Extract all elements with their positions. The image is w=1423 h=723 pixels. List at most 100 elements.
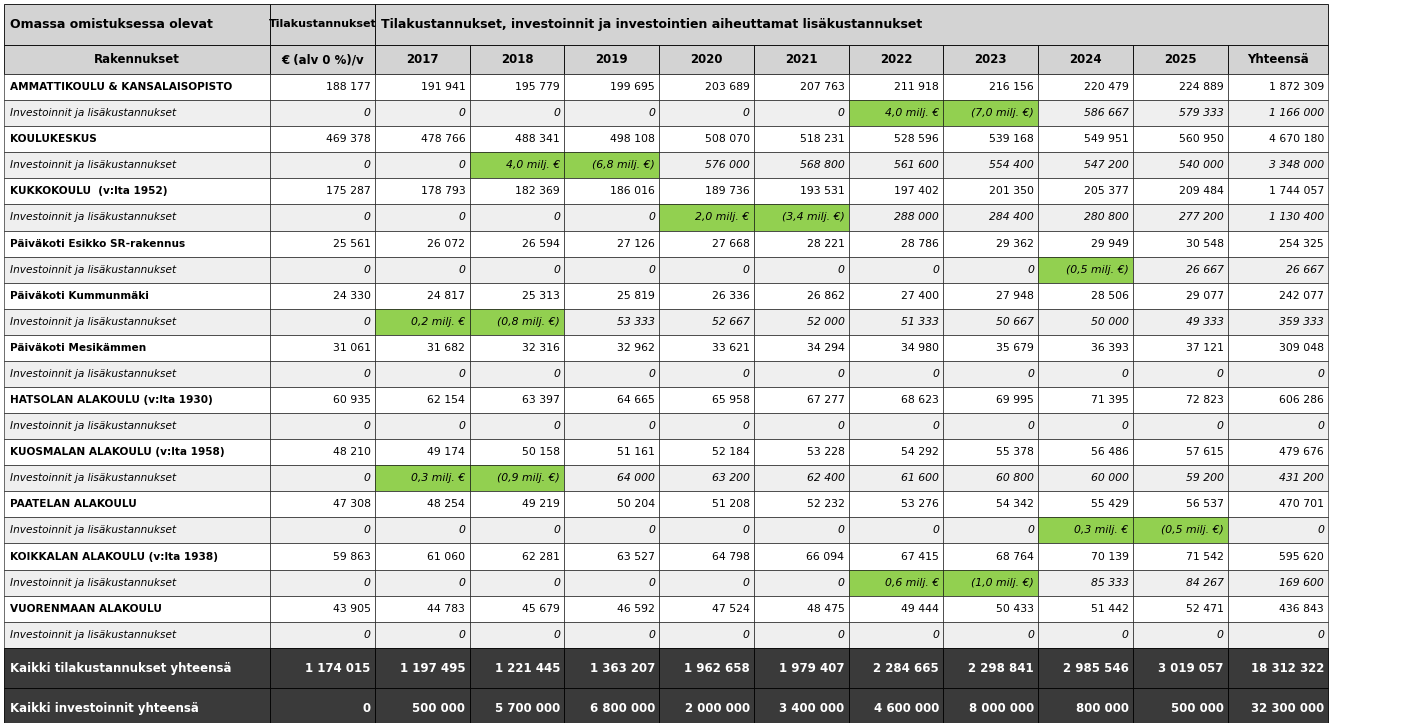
Text: 0: 0 xyxy=(364,578,370,588)
Bar xyxy=(943,205,1039,231)
Bar xyxy=(659,492,754,518)
Text: 26 594: 26 594 xyxy=(522,239,561,249)
Text: 0: 0 xyxy=(364,213,370,223)
Bar xyxy=(470,688,565,723)
Text: 1 962 658: 1 962 658 xyxy=(684,662,750,675)
Text: 0: 0 xyxy=(554,108,561,118)
Bar xyxy=(1133,74,1228,100)
Text: 68 764: 68 764 xyxy=(996,552,1035,562)
Text: Kaikki tilakustannukset yhteensä: Kaikki tilakustannukset yhteensä xyxy=(10,662,232,675)
Bar xyxy=(270,100,374,127)
Bar xyxy=(1039,179,1133,205)
Text: 48 254: 48 254 xyxy=(427,500,465,510)
Text: 500 000: 500 000 xyxy=(1171,702,1224,715)
Bar xyxy=(1039,465,1133,492)
Bar xyxy=(754,570,848,596)
Bar xyxy=(943,309,1039,335)
Text: 500 000: 500 000 xyxy=(413,702,465,715)
Bar xyxy=(943,544,1039,570)
Bar xyxy=(270,518,374,544)
Bar xyxy=(754,74,848,100)
Bar xyxy=(1039,100,1133,127)
Text: 2 000 000: 2 000 000 xyxy=(684,702,750,715)
Bar xyxy=(374,46,470,74)
Text: 203 689: 203 689 xyxy=(704,82,750,92)
Text: 254 325: 254 325 xyxy=(1279,239,1323,249)
Bar xyxy=(374,100,470,127)
Text: 54 292: 54 292 xyxy=(901,448,939,457)
Text: 209 484: 209 484 xyxy=(1178,187,1224,197)
Bar xyxy=(848,596,943,622)
Text: 186 016: 186 016 xyxy=(610,187,655,197)
Bar xyxy=(754,688,848,723)
Bar xyxy=(1133,413,1228,439)
Text: 70 139: 70 139 xyxy=(1091,552,1128,562)
Text: 0: 0 xyxy=(647,213,655,223)
Text: 61 060: 61 060 xyxy=(427,552,465,562)
Text: 27 126: 27 126 xyxy=(618,239,655,249)
Bar xyxy=(1228,596,1328,622)
Bar xyxy=(270,4,374,46)
Bar xyxy=(848,153,943,179)
Bar xyxy=(1228,518,1328,544)
Bar xyxy=(1228,413,1328,439)
Text: 606 286: 606 286 xyxy=(1279,395,1323,405)
Bar xyxy=(1039,309,1133,335)
Bar xyxy=(848,127,943,153)
Text: (0,5 milj. €): (0,5 milj. €) xyxy=(1066,265,1128,275)
Text: 47 308: 47 308 xyxy=(333,500,370,510)
Bar xyxy=(1228,622,1328,648)
Bar xyxy=(270,46,374,74)
Bar xyxy=(1228,361,1328,387)
Text: € (alv 0 %)/v: € (alv 0 %)/v xyxy=(282,54,364,67)
Bar xyxy=(1228,231,1328,257)
Text: 54 342: 54 342 xyxy=(996,500,1035,510)
Text: 51 161: 51 161 xyxy=(618,448,655,457)
Text: 0: 0 xyxy=(647,108,655,118)
Text: 35 679: 35 679 xyxy=(996,343,1035,353)
Text: 1 221 445: 1 221 445 xyxy=(495,662,561,675)
Text: 25 313: 25 313 xyxy=(522,291,561,301)
Bar xyxy=(848,492,943,518)
Bar xyxy=(1133,257,1228,283)
Bar xyxy=(1228,205,1328,231)
Bar xyxy=(374,688,470,723)
Bar xyxy=(270,74,374,100)
Bar xyxy=(848,439,943,465)
Bar xyxy=(565,387,659,413)
Text: 175 287: 175 287 xyxy=(326,187,370,197)
Text: 0: 0 xyxy=(554,369,561,379)
Text: 0: 0 xyxy=(1217,630,1224,640)
Text: 52 667: 52 667 xyxy=(712,317,750,327)
Text: 1 363 207: 1 363 207 xyxy=(589,662,655,675)
Text: 288 000: 288 000 xyxy=(895,213,939,223)
Text: 436 843: 436 843 xyxy=(1279,604,1323,614)
Text: 277 200: 277 200 xyxy=(1178,213,1224,223)
Text: 2017: 2017 xyxy=(406,54,438,67)
Bar xyxy=(470,179,565,205)
Bar xyxy=(1039,46,1133,74)
Bar xyxy=(943,100,1039,127)
Text: 0: 0 xyxy=(458,213,465,223)
Text: 0: 0 xyxy=(458,161,465,171)
Text: 50 667: 50 667 xyxy=(996,317,1035,327)
Text: 0: 0 xyxy=(932,369,939,379)
Text: (3,4 milj. €): (3,4 milj. €) xyxy=(781,213,844,223)
Bar xyxy=(943,465,1039,492)
Text: 224 889: 224 889 xyxy=(1178,82,1224,92)
Bar xyxy=(1228,179,1328,205)
Bar xyxy=(565,153,659,179)
Bar xyxy=(374,387,470,413)
Bar xyxy=(848,688,943,723)
Bar xyxy=(4,688,270,723)
Bar xyxy=(470,283,565,309)
Bar xyxy=(374,648,470,688)
Bar xyxy=(374,544,470,570)
Bar xyxy=(1133,179,1228,205)
Bar xyxy=(943,387,1039,413)
Bar xyxy=(659,596,754,622)
Bar xyxy=(943,283,1039,309)
Bar xyxy=(470,413,565,439)
Text: 47 524: 47 524 xyxy=(712,604,750,614)
Text: Kaikki investoinnit yhteensä: Kaikki investoinnit yhteensä xyxy=(10,702,199,715)
